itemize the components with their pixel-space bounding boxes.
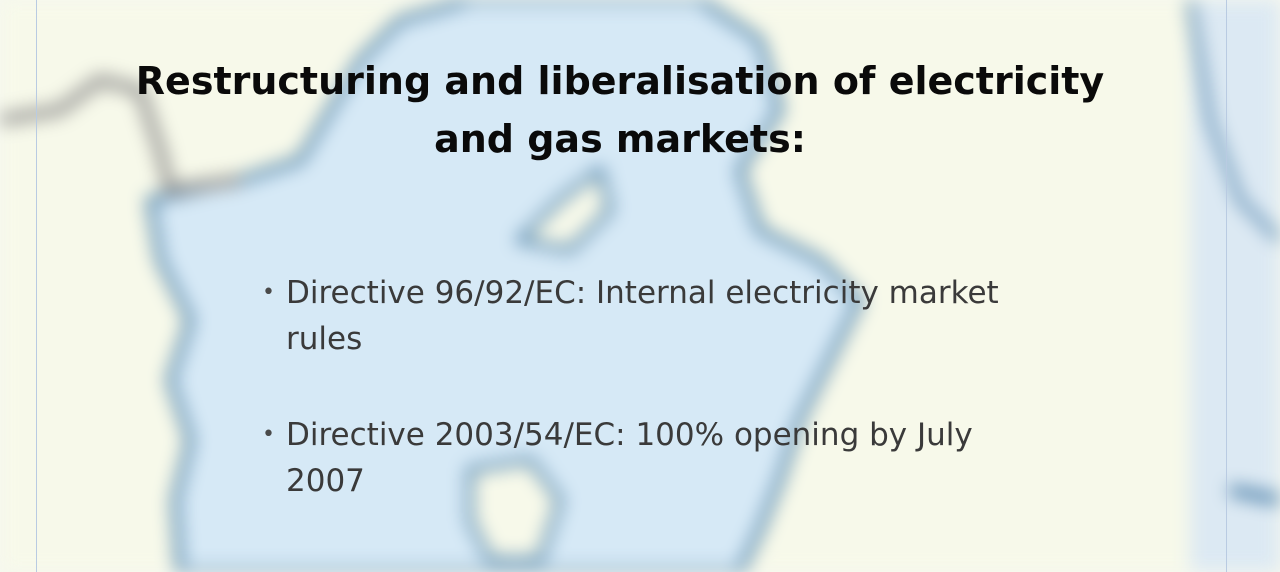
- left-frame-line: [36, 0, 37, 572]
- bullet-item: • Directive 96/92/EC: Internal electrici…: [262, 270, 1042, 362]
- bullet-item: • Directive 2003/54/EC: 100% opening by …: [262, 412, 1042, 504]
- bullet-text: Directive 2003/54/EC: 100% opening by Ju…: [286, 417, 973, 499]
- right-frame-line: [1226, 0, 1227, 572]
- bullet-marker: •: [262, 422, 275, 447]
- bullet-marker: •: [262, 280, 275, 305]
- bullet-list: • Directive 96/92/EC: Internal electrici…: [262, 270, 1042, 554]
- bullet-text: Directive 96/92/EC: Internal electricity…: [286, 275, 999, 357]
- slide-title: Restructuring and liberalisation of elec…: [135, 59, 1105, 161]
